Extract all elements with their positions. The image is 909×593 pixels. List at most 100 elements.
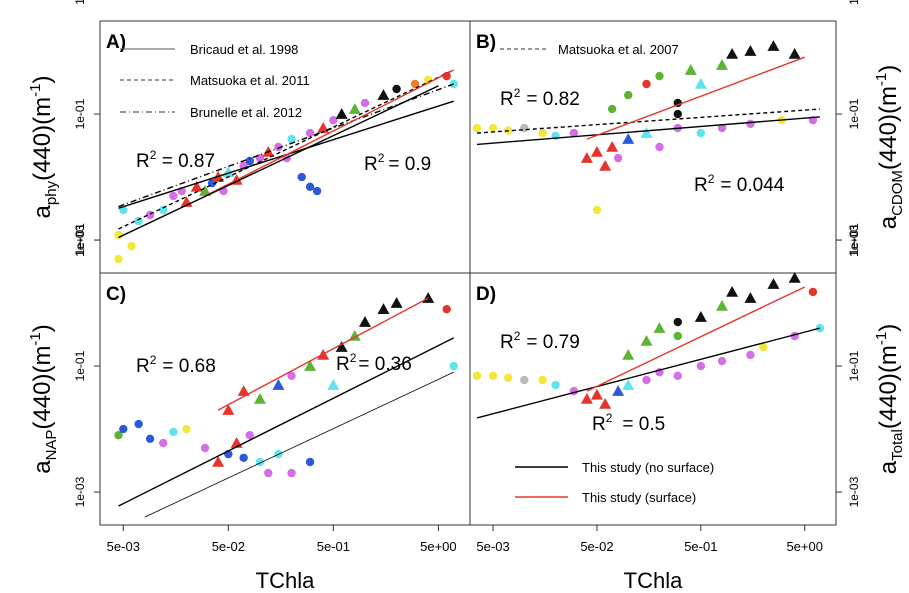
data-point-circle [608,105,616,113]
data-point-triangle [622,349,634,360]
panel-d-label: D) [476,284,496,305]
legend-label-matsuoka-2007: Matsuoka et al. 2007 [558,42,679,57]
data-point-triangle [606,141,618,152]
y-tick-label: 1e+01 [73,0,87,5]
data-point-circle [146,435,154,443]
data-point-circle [159,439,167,447]
data-point-circle [329,116,337,124]
data-point-triangle [653,322,665,333]
panel-a-r2-black: R2 = 0.9 [364,151,431,175]
data-point-circle [201,444,209,452]
data-point-circle [624,91,632,99]
y-tick-label: 1e-03 [73,476,87,507]
legend-label-matsuoka-2011: Matsuoka et al. 2011 [190,73,310,88]
panel-c-x-title: TChla [256,568,315,593]
panel-b-legend: Matsuoka et al. 2007 [500,42,679,57]
data-point-circle [287,469,295,477]
x-tick-label: 5e-02 [212,539,245,554]
legend-label-no-surface: This study (no surface) [582,460,714,475]
data-point-circle [520,376,528,384]
data-point-circle [450,362,458,370]
data-point-circle [127,242,135,250]
data-point-circle [489,124,497,132]
panel-d-x-title: TChla [624,568,683,593]
data-point-circle [361,99,369,107]
x-tick-label: 5e-03 [476,539,509,554]
data-point-circle [809,288,817,296]
data-point-circle [697,362,705,370]
data-point-triangle [591,389,603,400]
data-point-circle [306,458,314,466]
data-point-circle [169,428,177,436]
y-tick-label: 1e+01 [847,223,861,257]
panel-b-frame [470,21,836,273]
data-point-triangle [695,78,707,89]
panel-a-label: A) [106,32,126,53]
x-tick-label: 5e-03 [107,539,140,554]
data-point-triangle [391,297,403,308]
data-point-triangle [641,335,653,346]
panel-c-label: C) [106,284,126,305]
x-tick-label: 5e-01 [684,539,717,554]
data-point-circle [114,255,122,263]
data-point-circle [614,154,622,162]
data-point-circle [520,124,528,132]
panel-d-r2-red: R2 = 0.79 [500,329,580,353]
data-point-circle [119,425,127,433]
x-tick-label: 5e-01 [317,539,350,554]
data-point-circle [473,372,481,380]
y-tick-label: 1e-01 [847,350,861,381]
data-point-triangle [349,103,361,114]
data-point-circle [306,183,314,191]
fit-line [118,70,453,229]
data-point-triangle [581,152,593,163]
panel-a-frame [100,21,470,273]
data-point-triangle [327,379,339,390]
legend-label-brunelle: Brunelle et al. 2012 [190,105,302,120]
data-point-triangle [726,286,738,297]
data-point-triangle [767,278,779,289]
panel-d-y-title: aTotal(440)(m-1) [873,324,906,474]
y-tick-label: 1e+01 [847,0,861,5]
data-point-circle [442,305,450,313]
y-tick-label: 1e-01 [73,350,87,381]
data-point-circle [182,425,190,433]
data-point-triangle [254,393,266,404]
data-point-circle [114,231,122,239]
data-point-triangle [716,300,728,311]
fit-line [587,287,805,391]
x-tick-label: 5e+00 [786,539,823,554]
data-point-circle [593,206,601,214]
data-point-circle [473,124,481,132]
panel-d-r2-black: R2 = 0.5 [592,411,665,435]
data-point-circle [298,173,306,181]
data-point-triangle [359,316,371,327]
data-point-triangle [612,385,624,396]
data-point-circle [134,420,142,428]
data-point-triangle [336,108,348,119]
data-point-triangle [622,133,634,144]
data-point-circle [504,374,512,382]
data-point-circle [674,318,682,326]
data-point-triangle [789,48,801,59]
panel-a-legend: Bricaud et al. 1998 Matsuoka et al. 2011… [120,42,310,120]
data-point-triangle [591,146,603,157]
data-point-circle [239,454,247,462]
data-point-triangle [641,127,653,138]
data-point-circle [674,110,682,118]
data-point-circle [169,192,177,200]
y-tick-label: 1e-01 [73,98,87,129]
data-point-triangle [377,89,389,100]
data-point-circle [313,187,321,195]
data-point-circle [256,154,264,162]
panel-c-r2-red: R2 = 0.68 [136,353,216,377]
data-point-circle [538,129,546,137]
data-point-circle [642,80,650,88]
data-point-circle [134,217,142,225]
data-point-circle [746,120,754,128]
data-point-circle [489,372,497,380]
data-point-triangle [685,64,697,75]
data-point-triangle [422,292,434,303]
data-point-circle [392,85,400,93]
